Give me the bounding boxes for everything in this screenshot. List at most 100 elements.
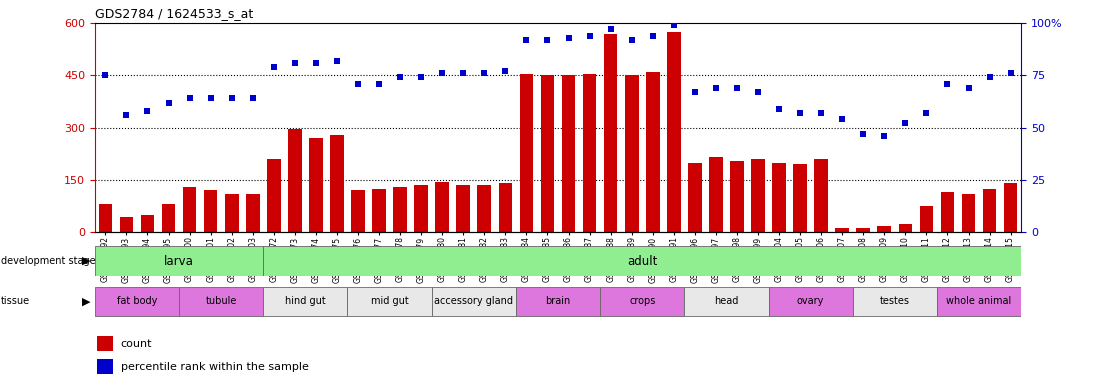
Text: larva: larva	[164, 255, 194, 268]
Point	[728, 85, 745, 91]
Point	[665, 22, 683, 28]
Bar	[393, 187, 407, 232]
Bar	[309, 138, 323, 232]
Point	[307, 60, 325, 66]
Point	[623, 37, 641, 43]
Bar	[772, 162, 786, 232]
Point	[791, 110, 809, 116]
Bar	[347, 287, 432, 316]
Text: ovary: ovary	[797, 296, 825, 306]
Point	[433, 70, 451, 76]
Point	[497, 68, 514, 74]
Text: head: head	[714, 296, 739, 306]
Point	[243, 95, 261, 101]
Bar	[600, 287, 684, 316]
Point	[580, 33, 598, 39]
Point	[875, 133, 893, 139]
Point	[264, 64, 282, 70]
Bar	[1003, 184, 1018, 232]
Point	[896, 121, 914, 127]
Text: testes: testes	[879, 296, 910, 306]
Bar	[246, 194, 260, 232]
Bar	[499, 184, 512, 232]
Bar	[478, 185, 491, 232]
Bar	[877, 226, 892, 232]
Point	[454, 70, 472, 76]
Text: fat body: fat body	[117, 296, 157, 306]
Point	[160, 99, 177, 106]
Point	[960, 85, 978, 91]
Bar	[97, 359, 114, 374]
Bar	[836, 228, 849, 232]
Bar	[373, 189, 386, 232]
Bar	[119, 217, 133, 232]
Bar	[583, 74, 596, 232]
Point	[939, 81, 956, 87]
Point	[917, 110, 935, 116]
Bar	[646, 72, 660, 232]
Bar	[856, 228, 870, 232]
Bar	[667, 32, 681, 232]
Bar	[267, 159, 280, 232]
Bar	[684, 287, 769, 316]
Bar	[432, 287, 516, 316]
Bar	[352, 190, 365, 232]
Point	[644, 33, 662, 39]
Bar	[179, 287, 263, 316]
Point	[286, 60, 304, 66]
Text: adult: adult	[627, 255, 657, 268]
Point	[392, 74, 410, 81]
Point	[1002, 70, 1020, 76]
Point	[686, 89, 704, 95]
Point	[539, 37, 557, 43]
Bar	[98, 204, 113, 232]
Bar	[263, 247, 1021, 276]
Point	[202, 95, 220, 101]
Point	[518, 37, 536, 43]
Bar	[435, 182, 449, 232]
Bar	[604, 33, 617, 232]
Bar	[709, 157, 723, 232]
Bar	[983, 189, 997, 232]
Text: development stage: development stage	[1, 256, 96, 266]
Text: GDS2784 / 1624533_s_at: GDS2784 / 1624533_s_at	[95, 7, 253, 20]
Text: count: count	[121, 339, 152, 349]
Bar	[751, 159, 764, 232]
Point	[855, 131, 873, 137]
Bar	[414, 185, 429, 232]
Bar	[95, 287, 179, 316]
Bar	[520, 74, 533, 232]
Point	[138, 108, 156, 114]
Bar	[687, 162, 702, 232]
Bar	[793, 164, 807, 232]
Text: hind gut: hind gut	[285, 296, 326, 306]
Point	[349, 81, 367, 87]
Bar	[941, 192, 954, 232]
Bar	[540, 75, 555, 232]
Bar	[898, 223, 912, 232]
Point	[834, 116, 852, 122]
Bar	[330, 135, 344, 232]
Point	[559, 35, 577, 41]
Point	[328, 58, 346, 64]
Text: whole animal: whole animal	[946, 296, 1012, 306]
Bar	[204, 190, 218, 232]
Point	[981, 74, 999, 81]
Bar	[95, 247, 263, 276]
Bar	[962, 194, 975, 232]
Bar	[937, 287, 1021, 316]
Point	[181, 95, 199, 101]
Bar	[263, 287, 347, 316]
Bar	[730, 161, 743, 232]
Text: tissue: tissue	[1, 296, 30, 306]
Bar	[224, 194, 239, 232]
Text: accessory gland: accessory gland	[434, 296, 513, 306]
Text: brain: brain	[546, 296, 570, 306]
Point	[371, 81, 388, 87]
Text: ▶: ▶	[81, 296, 90, 306]
Bar	[141, 215, 154, 232]
Bar	[815, 159, 828, 232]
Bar	[456, 185, 470, 232]
Text: ▶: ▶	[81, 256, 90, 266]
Point	[770, 106, 788, 112]
